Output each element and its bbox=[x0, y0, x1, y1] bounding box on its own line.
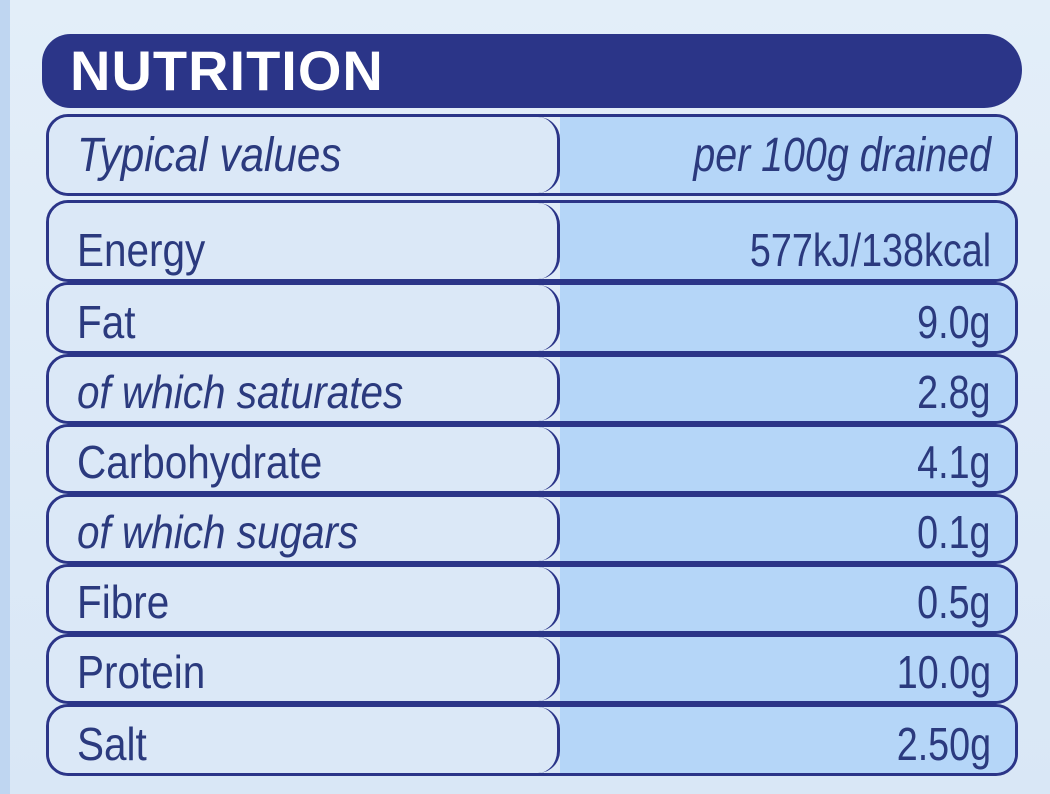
row-label: Fibre bbox=[77, 576, 170, 628]
table-row-energy: Energy 577kJ/138kcal bbox=[46, 200, 1018, 282]
row-label-cell: Protein bbox=[49, 637, 560, 701]
row-label: Fat bbox=[77, 296, 136, 348]
table-row-salt: Salt 2.50g bbox=[46, 704, 1018, 776]
header-label-cell: Typical values bbox=[49, 117, 560, 193]
row-value: 10.0g bbox=[896, 646, 991, 698]
header-value-cell: per 100g drained bbox=[560, 117, 1015, 193]
nutrition-title: NUTRITION bbox=[70, 39, 384, 102]
table-row-protein: Protein 10.0g bbox=[46, 634, 1018, 704]
row-value-cell: 9.0g bbox=[560, 285, 1015, 351]
row-label-cell: Carbohydrate bbox=[49, 427, 560, 491]
row-value: 2.8g bbox=[917, 366, 991, 418]
table-row-fibre: Fibre 0.5g bbox=[46, 564, 1018, 634]
row-value: 2.50g bbox=[896, 718, 991, 770]
table-row-sugars: of which sugars 0.1g bbox=[46, 494, 1018, 564]
row-label: of which saturates bbox=[77, 366, 404, 418]
row-label-cell: Energy bbox=[49, 203, 560, 279]
nutrition-header: NUTRITION bbox=[42, 34, 1022, 108]
panel-edge bbox=[0, 0, 10, 794]
row-label-cell: of which saturates bbox=[49, 357, 560, 421]
row-label: Protein bbox=[77, 646, 206, 698]
column-label: Typical values bbox=[77, 129, 342, 182]
row-value: 577kJ/138kcal bbox=[749, 224, 991, 276]
row-value: 0.5g bbox=[917, 576, 991, 628]
row-value-cell: 2.8g bbox=[560, 357, 1015, 421]
row-label-cell: of which sugars bbox=[49, 497, 560, 561]
row-value-cell: 577kJ/138kcal bbox=[560, 203, 1015, 279]
row-label: Salt bbox=[77, 718, 147, 770]
row-value-cell: 0.1g bbox=[560, 497, 1015, 561]
table-row-saturates: of which saturates 2.8g bbox=[46, 354, 1018, 424]
row-value-cell: 10.0g bbox=[560, 637, 1015, 701]
row-label-cell: Fibre bbox=[49, 567, 560, 631]
table-header-row: Typical values per 100g drained bbox=[46, 114, 1018, 196]
row-label-cell: Fat bbox=[49, 285, 560, 351]
row-value: 9.0g bbox=[917, 296, 991, 348]
table-row-fat: Fat 9.0g bbox=[46, 282, 1018, 354]
row-value-cell: 4.1g bbox=[560, 427, 1015, 491]
row-label: Energy bbox=[77, 224, 206, 276]
row-value-cell: 2.50g bbox=[560, 707, 1015, 773]
row-value: 4.1g bbox=[917, 436, 991, 488]
column-value: per 100g drained bbox=[693, 129, 991, 182]
table-row-carbohydrate: Carbohydrate 4.1g bbox=[46, 424, 1018, 494]
row-label: of which sugars bbox=[77, 506, 359, 558]
row-label-cell: Salt bbox=[49, 707, 560, 773]
row-value: 0.1g bbox=[917, 506, 991, 558]
row-label: Carbohydrate bbox=[77, 436, 323, 488]
row-value-cell: 0.5g bbox=[560, 567, 1015, 631]
